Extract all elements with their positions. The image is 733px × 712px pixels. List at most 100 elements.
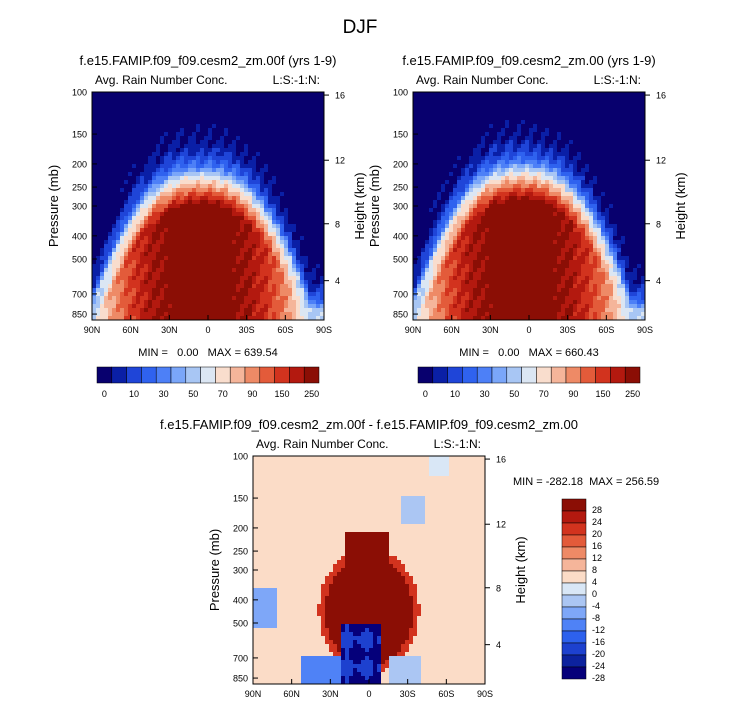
contour-cell (220, 208, 225, 213)
contour-cell (320, 212, 324, 217)
contour-cell (565, 116, 570, 121)
contour-cell (136, 156, 141, 161)
contour-cell (100, 288, 105, 293)
contour-cell (200, 108, 205, 113)
contour-cell (140, 180, 145, 185)
contour-cell (469, 108, 474, 113)
contour-cell (316, 100, 321, 105)
contour-cell (232, 148, 237, 153)
contour-cell (621, 128, 626, 133)
contour-cell (188, 96, 193, 101)
contour-cell (268, 308, 273, 313)
contour-cell (308, 192, 313, 197)
contour-cell (132, 212, 137, 217)
contour-cell (244, 192, 249, 197)
contour-cell (465, 164, 470, 169)
contour-cell (160, 216, 165, 221)
contour-cell (128, 172, 133, 177)
contour-cell (288, 220, 293, 225)
contour-cell (204, 136, 209, 141)
contour-cell (601, 168, 606, 173)
contour-cell (557, 148, 562, 153)
contour-cell (236, 176, 241, 181)
contour-cell (597, 164, 602, 169)
contour-cell (100, 184, 105, 189)
contour-cell (513, 188, 518, 193)
contour-cell (140, 264, 145, 269)
contour-cell (280, 120, 285, 125)
contour-cell (320, 220, 324, 225)
contour-cell (461, 184, 466, 189)
contour-cell (537, 172, 542, 177)
contour-cell (433, 192, 438, 197)
contour-cell (561, 140, 566, 145)
contour-cell (453, 196, 458, 201)
contour-cell (116, 140, 121, 145)
contour-cell (457, 120, 462, 125)
contour-cell (288, 180, 293, 185)
contour-cell (637, 168, 642, 173)
contour-cell (589, 136, 594, 141)
contour-cell (569, 156, 574, 161)
contour-cell (312, 108, 317, 113)
contour-cell (164, 148, 169, 153)
contour-cell (152, 92, 157, 97)
contour-cell (196, 192, 201, 197)
contour-cell (228, 248, 233, 253)
contour-cell (252, 236, 257, 241)
contour-cell (236, 136, 241, 141)
contour-cell (605, 192, 610, 197)
contour-cell (212, 180, 217, 185)
contour-cell (192, 96, 197, 101)
contour-cell (160, 256, 165, 261)
contour-cell (312, 104, 317, 109)
contour-cell (212, 148, 217, 153)
contour-cell (152, 252, 157, 257)
contour-cell (316, 204, 321, 209)
contour-cell (192, 232, 197, 237)
contour-cell (457, 140, 462, 145)
contour-cell (320, 208, 324, 213)
contour-cell (549, 160, 554, 165)
colorbar-label: 30 (159, 389, 169, 399)
contour-cell (497, 128, 502, 133)
contour-cell (204, 220, 209, 225)
colorbar-label: 10 (129, 389, 139, 399)
contour-cell (168, 100, 173, 105)
contour-cell (108, 120, 113, 125)
contour-cell (180, 168, 185, 173)
contour-cell (272, 284, 277, 289)
contour-cell (208, 216, 213, 221)
contour-cell (300, 204, 305, 209)
contour-cell (525, 184, 530, 189)
contour-cell (240, 100, 245, 105)
contour-cell (188, 228, 193, 233)
contour-cell (176, 128, 181, 133)
contour-cell (176, 228, 181, 233)
contour-cell (601, 104, 606, 109)
contour-cell (280, 200, 285, 205)
contour-cell (521, 124, 526, 129)
contour-cell (108, 276, 113, 281)
contour-cell (156, 176, 161, 181)
contour-cell (96, 276, 101, 281)
contour-cell (497, 176, 502, 181)
contour-cell (617, 140, 622, 145)
contour-cell (272, 264, 277, 269)
contour-cell (112, 220, 117, 225)
contour-cell (248, 212, 253, 217)
contour-cell (240, 112, 245, 117)
contour-cell (529, 184, 534, 189)
contour-cell (252, 240, 257, 245)
contour-cell (148, 104, 153, 109)
contour-cell (449, 112, 454, 117)
contour-cell (609, 108, 614, 113)
contour-cell (597, 108, 602, 113)
contour-cell (417, 128, 422, 133)
contour-cell (240, 228, 245, 233)
contour-cell (641, 100, 645, 105)
contour-cell (208, 256, 213, 261)
contour-cell (172, 280, 177, 285)
contour-cell (172, 292, 177, 297)
contour-cell (140, 108, 145, 113)
